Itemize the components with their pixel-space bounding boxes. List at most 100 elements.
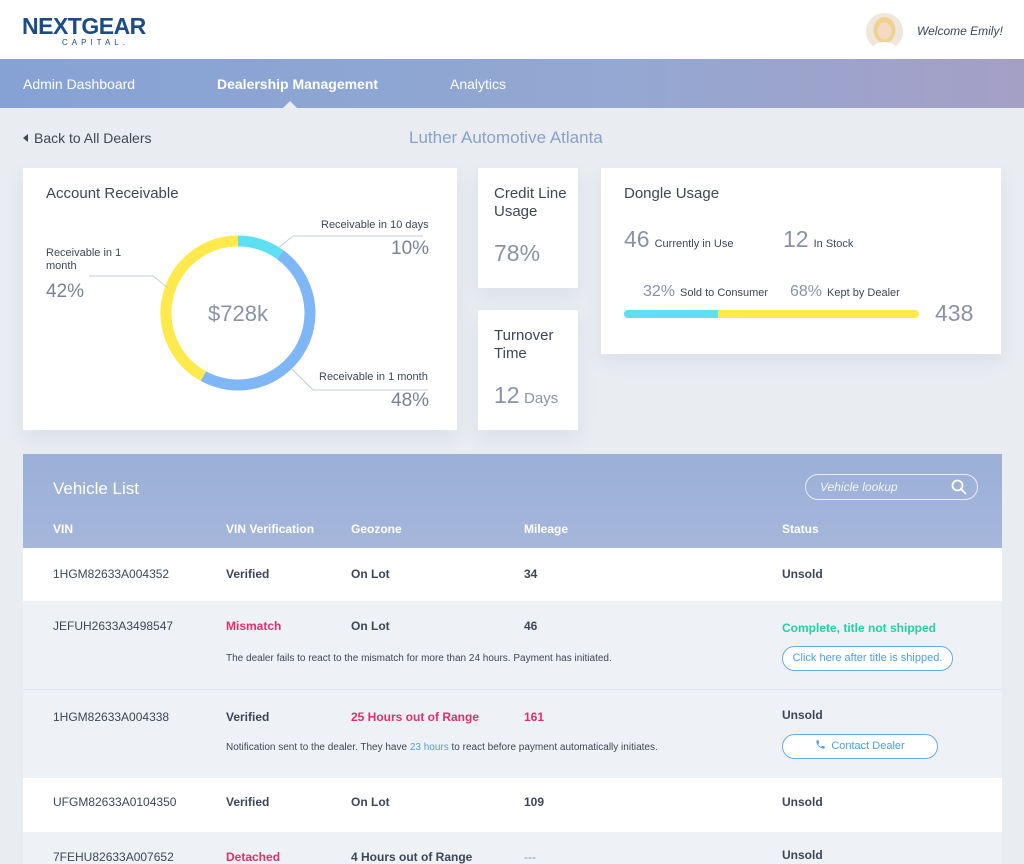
main-nav: Admin Dashboard Dealership Management An… bbox=[0, 59, 1024, 108]
turnover-unit: Days bbox=[524, 390, 559, 407]
logo-subtext: CAPITAL. bbox=[62, 38, 129, 47]
dongle-in-stock: 12 In Stock bbox=[783, 226, 853, 253]
table-row[interactable]: 1HGM82633A004352 Verified On Lot 34 Unso… bbox=[23, 548, 1002, 601]
donut-segment-2 bbox=[160, 235, 239, 381]
dealer-name-title: Luther Automotive Atlanta bbox=[409, 128, 603, 147]
account-receivable-title: Account Receivable bbox=[46, 185, 179, 202]
row-vin: 7FEHU82633A007652 bbox=[53, 850, 174, 864]
row-status: Unsold bbox=[782, 567, 823, 581]
row-status: Complete, title not shipped bbox=[782, 621, 937, 635]
dongle-kept-label: Kept by Dealer bbox=[827, 287, 900, 299]
row-status: Unsold bbox=[782, 708, 823, 722]
dongle-usage-title: Dongle Usage bbox=[624, 185, 720, 202]
dongle-usage-bar bbox=[624, 310, 919, 318]
back-to-dealers-link[interactable]: Back to All Dealers bbox=[23, 130, 152, 146]
credit-line-card: Credit Line Usage 78% bbox=[478, 168, 578, 288]
turnover-card: Turnover Time 12 Days bbox=[478, 310, 578, 430]
row-note-after: to react before payment automatically in… bbox=[448, 742, 658, 753]
row-verification: Verified bbox=[226, 795, 270, 809]
nav-admin-dashboard[interactable]: Admin Dashboard bbox=[23, 76, 136, 92]
search-icon[interactable] bbox=[951, 479, 967, 495]
account-receivable-card: Account Receivable $728k Receivable in 1… bbox=[23, 168, 457, 430]
row-note: The dealer fails to react to the mismatc… bbox=[226, 653, 612, 664]
row-verification: Mismatch bbox=[226, 619, 282, 633]
contact-dealer-label: Contact Dealer bbox=[831, 740, 905, 752]
dongle-in-stock-label: In Stock bbox=[813, 238, 854, 250]
row-status: Unsold bbox=[782, 848, 823, 862]
chevron-left-icon bbox=[23, 134, 28, 142]
turnover-value-wrap: 12 Days bbox=[494, 382, 558, 409]
row-geozone: 4 Hours out of Range bbox=[351, 850, 473, 864]
dongle-usage-card: Dongle Usage 46 Currently in Use 12 In Sto… bbox=[601, 168, 1001, 354]
row-vin: 1HGM82633A004338 bbox=[53, 710, 170, 724]
row-geozone: On Lot bbox=[351, 619, 390, 633]
dongle-sold-pct: 32% bbox=[643, 283, 676, 300]
avatar[interactable] bbox=[866, 13, 903, 50]
logo-wordmark: NEXTGEAR bbox=[22, 13, 146, 39]
nav-dealership-management[interactable]: Dealership Management bbox=[217, 76, 379, 92]
vehicle-search-input[interactable] bbox=[820, 479, 950, 495]
row-vin: 1HGM82633A004352 bbox=[53, 567, 170, 581]
row-mileage: 161 bbox=[524, 710, 545, 724]
dongle-sold: 32% Sold to Consumer bbox=[643, 283, 768, 301]
leader-line-1-month-left bbox=[89, 275, 169, 289]
receivable-1-month-left-label: Receivable in 1 month bbox=[46, 247, 122, 272]
row-geozone: On Lot bbox=[351, 795, 390, 809]
donut-segment-1 bbox=[200, 250, 316, 391]
column-vin-verification[interactable]: VIN Verification bbox=[226, 522, 315, 536]
table-row[interactable]: 7FEHU82633A007652 Detached 4 Hours out o… bbox=[23, 832, 1002, 864]
table-row[interactable]: 1HGM82633A004338 Verified 25 Hours out o… bbox=[23, 689, 1002, 778]
row-status: Unsold bbox=[782, 795, 823, 809]
leader-line-10-days bbox=[277, 235, 423, 249]
row-vin: JEFUH2633A3498547 bbox=[53, 619, 174, 633]
receivable-1-month-right-pct: 48% bbox=[391, 390, 430, 411]
row-mileage: --- bbox=[524, 850, 536, 864]
vehicle-search bbox=[805, 474, 978, 500]
dongle-sold-fill bbox=[624, 310, 719, 318]
row-verification: Verified bbox=[226, 567, 270, 581]
receivable-total: $728k bbox=[208, 301, 269, 326]
row-geozone: On Lot bbox=[351, 567, 390, 581]
nav-analytics[interactable]: Analytics bbox=[450, 76, 507, 92]
active-nav-indicator bbox=[283, 101, 297, 108]
dongle-sold-label: Sold to Consumer bbox=[680, 287, 769, 299]
row-mileage: 46 bbox=[524, 619, 538, 633]
column-vin[interactable]: VIN bbox=[53, 522, 74, 536]
brand-logo[interactable]: NEXTGEAR CAPITAL. bbox=[22, 14, 146, 47]
donut-segment-0 bbox=[237, 235, 284, 260]
dongle-in-use-count: 46 bbox=[624, 226, 650, 252]
receivable-1-month-left-pct: 42% bbox=[46, 281, 85, 302]
row-note: Notification sent to the dealer. They ha… bbox=[226, 742, 658, 753]
row-verification: Verified bbox=[226, 710, 270, 724]
phone-icon bbox=[816, 740, 825, 749]
contact-dealer-button[interactable]: Contact Dealer bbox=[782, 734, 938, 759]
row-mileage: 109 bbox=[524, 795, 545, 809]
turnover-title: Turnover Time bbox=[494, 327, 554, 362]
receivable-donut-chart: $728k bbox=[89, 235, 428, 391]
dongle-kept: 68% Kept by Dealer bbox=[790, 283, 900, 301]
back-link-label: Back to All Dealers bbox=[34, 130, 152, 146]
credit-line-title: Credit Line Usage bbox=[494, 185, 567, 220]
dongle-total: 438 bbox=[935, 300, 974, 326]
row-vin: UFGM82633A0104350 bbox=[53, 795, 177, 809]
credit-line-value: 78% bbox=[494, 240, 541, 266]
column-mileage[interactable]: Mileage bbox=[524, 522, 569, 536]
row-geozone: 25 Hours out of Range bbox=[351, 710, 480, 724]
welcome-text: Welcome Emily! bbox=[917, 24, 1003, 38]
table-row[interactable]: UFGM82633A0104350 Verified On Lot 109 Un… bbox=[23, 778, 1002, 832]
leader-line-1-month-right bbox=[290, 367, 428, 391]
dongle-in-use-label: Currently in Use bbox=[654, 238, 734, 250]
column-geozone[interactable]: Geozone bbox=[351, 522, 402, 536]
row-verification: Detached bbox=[226, 850, 281, 864]
title-shipped-button[interactable]: Click here after title is shipped. bbox=[782, 646, 953, 671]
receivable-1-month-right-label: Receivable in 1 month bbox=[319, 371, 428, 383]
dongle-kept-pct: 68% bbox=[790, 283, 823, 300]
vehicle-list-header: Vehicle List VIN VIN Verification Geozon… bbox=[23, 454, 1002, 548]
turnover-value: 12 bbox=[494, 382, 520, 408]
dongle-in-use: 46 Currently in Use bbox=[624, 226, 733, 253]
table-row[interactable]: JEFUH2633A3498547 Mismatch On Lot 46 Com… bbox=[23, 601, 1002, 689]
dongle-in-stock-count: 12 bbox=[783, 226, 809, 252]
top-header: NEXTGEAR CAPITAL. Welcome Emily! bbox=[0, 0, 1024, 59]
column-status[interactable]: Status bbox=[782, 522, 819, 536]
receivable-10-days-label: Receivable in 10 days bbox=[321, 219, 429, 231]
